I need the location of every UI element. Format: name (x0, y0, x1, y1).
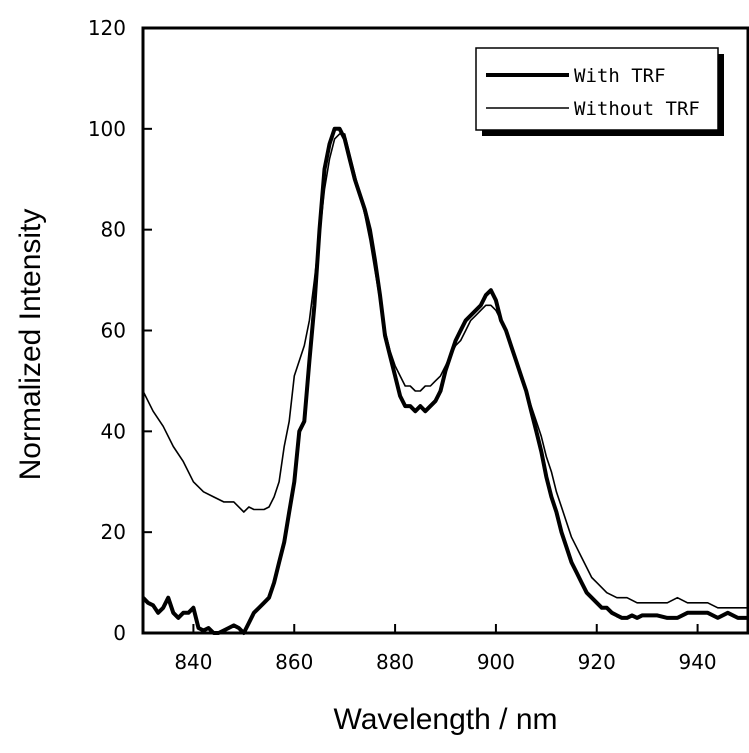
x-axis-ticks: 840 860 880 900 920 940 (174, 624, 717, 674)
x-tick-label: 940 (678, 650, 716, 674)
y-tick-label: 80 (101, 218, 126, 242)
y-tick-label: 40 (101, 419, 126, 443)
y-axis-title: Normalized Intensity (14, 209, 47, 481)
x-tick-label: 920 (578, 650, 616, 674)
x-axis-title: Wavelength / nm (334, 703, 558, 736)
y-tick-label: 100 (88, 117, 126, 141)
x-tick-label: 900 (477, 650, 515, 674)
x-tick-label: 880 (376, 650, 414, 674)
legend-box (475, 47, 719, 131)
y-tick-label: 20 (101, 520, 126, 544)
y-tick-label: 0 (113, 621, 126, 645)
y-tick-label: 60 (101, 319, 126, 343)
legend-label: Without TRF (574, 98, 700, 120)
legend-label: With TRF (574, 65, 666, 87)
y-tick-label: 120 (88, 16, 126, 40)
series-line-with-trf (141, 126, 748, 635)
legend: With TRF Without TRF (475, 47, 724, 136)
x-tick-label: 840 (174, 650, 212, 674)
plot-frame (141, 26, 749, 635)
series-line-without-trf (142, 133, 748, 609)
x-tick-label: 860 (275, 650, 313, 674)
series-layer (141, 126, 748, 635)
